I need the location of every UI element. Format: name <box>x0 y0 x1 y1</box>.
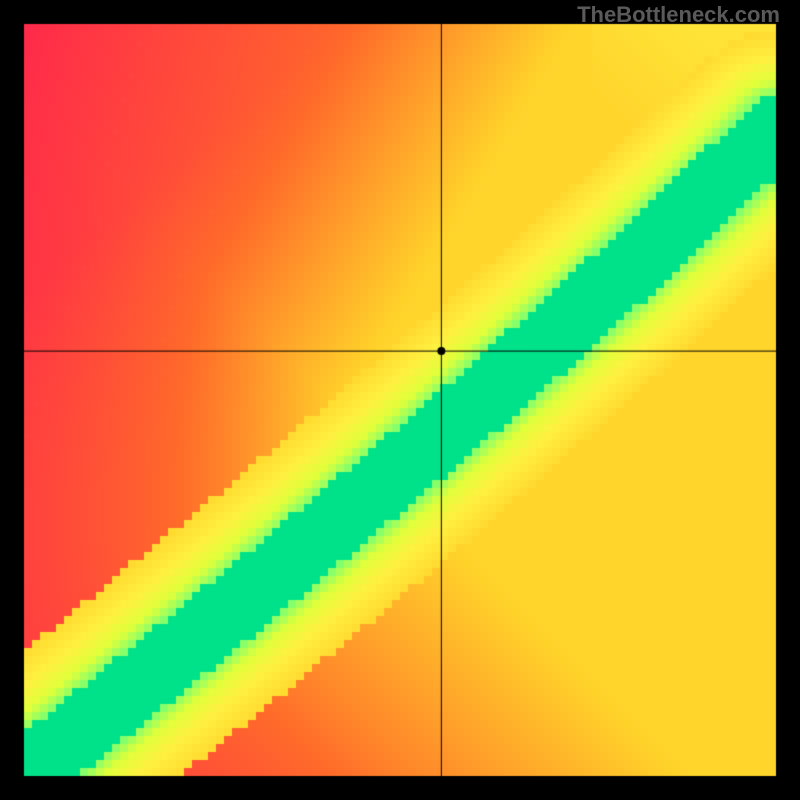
watermark-label: TheBottleneck.com <box>577 2 780 28</box>
chart-container: TheBottleneck.com <box>0 0 800 800</box>
bottleneck-heatmap-canvas <box>0 0 800 800</box>
